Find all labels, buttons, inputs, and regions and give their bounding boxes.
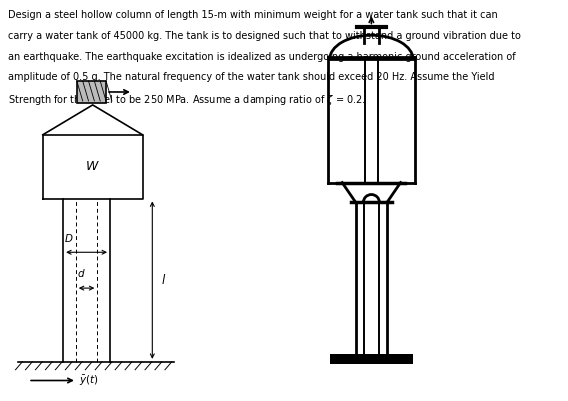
Bar [77,81,106,103]
Text: $D$: $D$ [64,231,74,243]
Text: an earthquake. The earthquake excitation is idealized as undergoing a harmonic g: an earthquake. The earthquake excitation… [8,52,515,62]
Text: Design a steel hollow column of length 15-m with minimum weight for a water tank: Design a steel hollow column of length 1… [8,10,498,20]
Text: Strength for the steel to be 250 MPa. Assume a damping ratio of $\zeta$ = 0.2.: Strength for the steel to be 250 MPa. As… [8,93,365,107]
Text: $\bar{y}(t)$: $\bar{y}(t)$ [80,373,99,387]
Bar [330,354,413,364]
Text: $d$: $d$ [77,267,85,279]
Text: $W$: $W$ [85,160,100,173]
Text: carry a water tank of 45000 kg. The tank is to designed such that to withstand a: carry a water tank of 45000 kg. The tank… [8,31,521,41]
Text: $l$: $l$ [161,273,166,287]
Text: amplitude of 0.5 g. The natural frequency of the water tank should exceed 20 Hz.: amplitude of 0.5 g. The natural frequenc… [8,72,494,82]
